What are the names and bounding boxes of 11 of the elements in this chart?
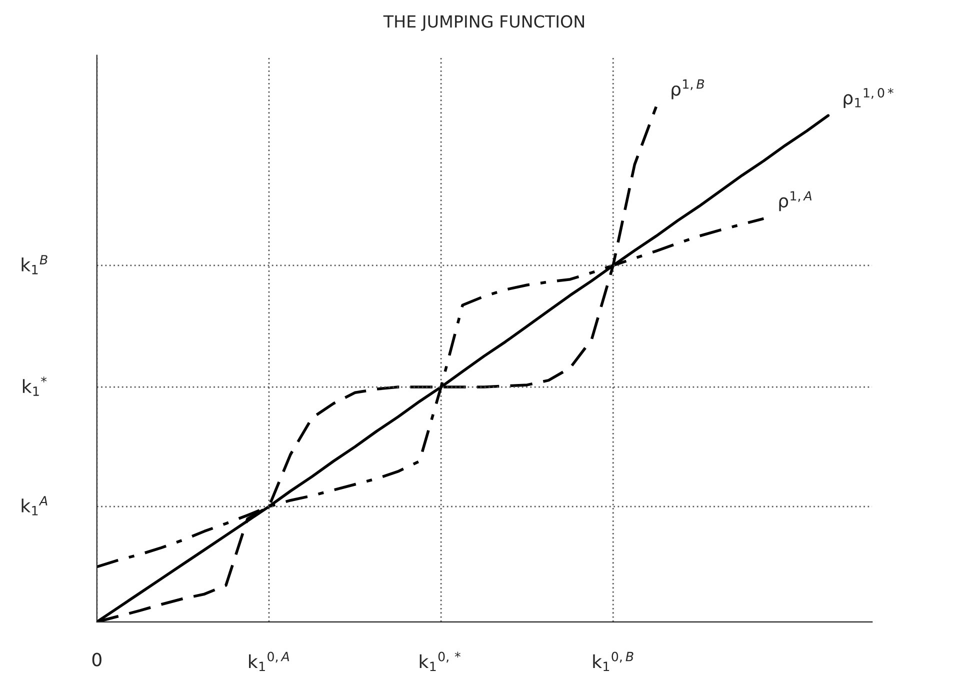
x-tick-label: k$_{1}$$^{0,*}$ [420,652,460,672]
ref-line-label: k$_{1}$$^{B}$ [22,255,48,274]
ref-line-label: k$_{1}$$^{A}$ [22,496,48,516]
x-tick-label: k$_{1}$$^{0,A}$ [249,652,290,672]
x-tick-label: k$_{1}$$^{0,B}$ [593,652,634,672]
ref-line-label: k$_{1}$$^{*}$ [22,376,47,396]
x-tick-label: 0 [92,652,102,666]
series-label: ρ$^{1,A}$ [779,191,812,212]
series-label: ρ$^{1,B}$ [672,79,704,100]
series-label: ρ$_{1}$$^{1,0*}$ [844,88,894,108]
chart-title: THE JUMPING FUNCTION [383,15,584,31]
